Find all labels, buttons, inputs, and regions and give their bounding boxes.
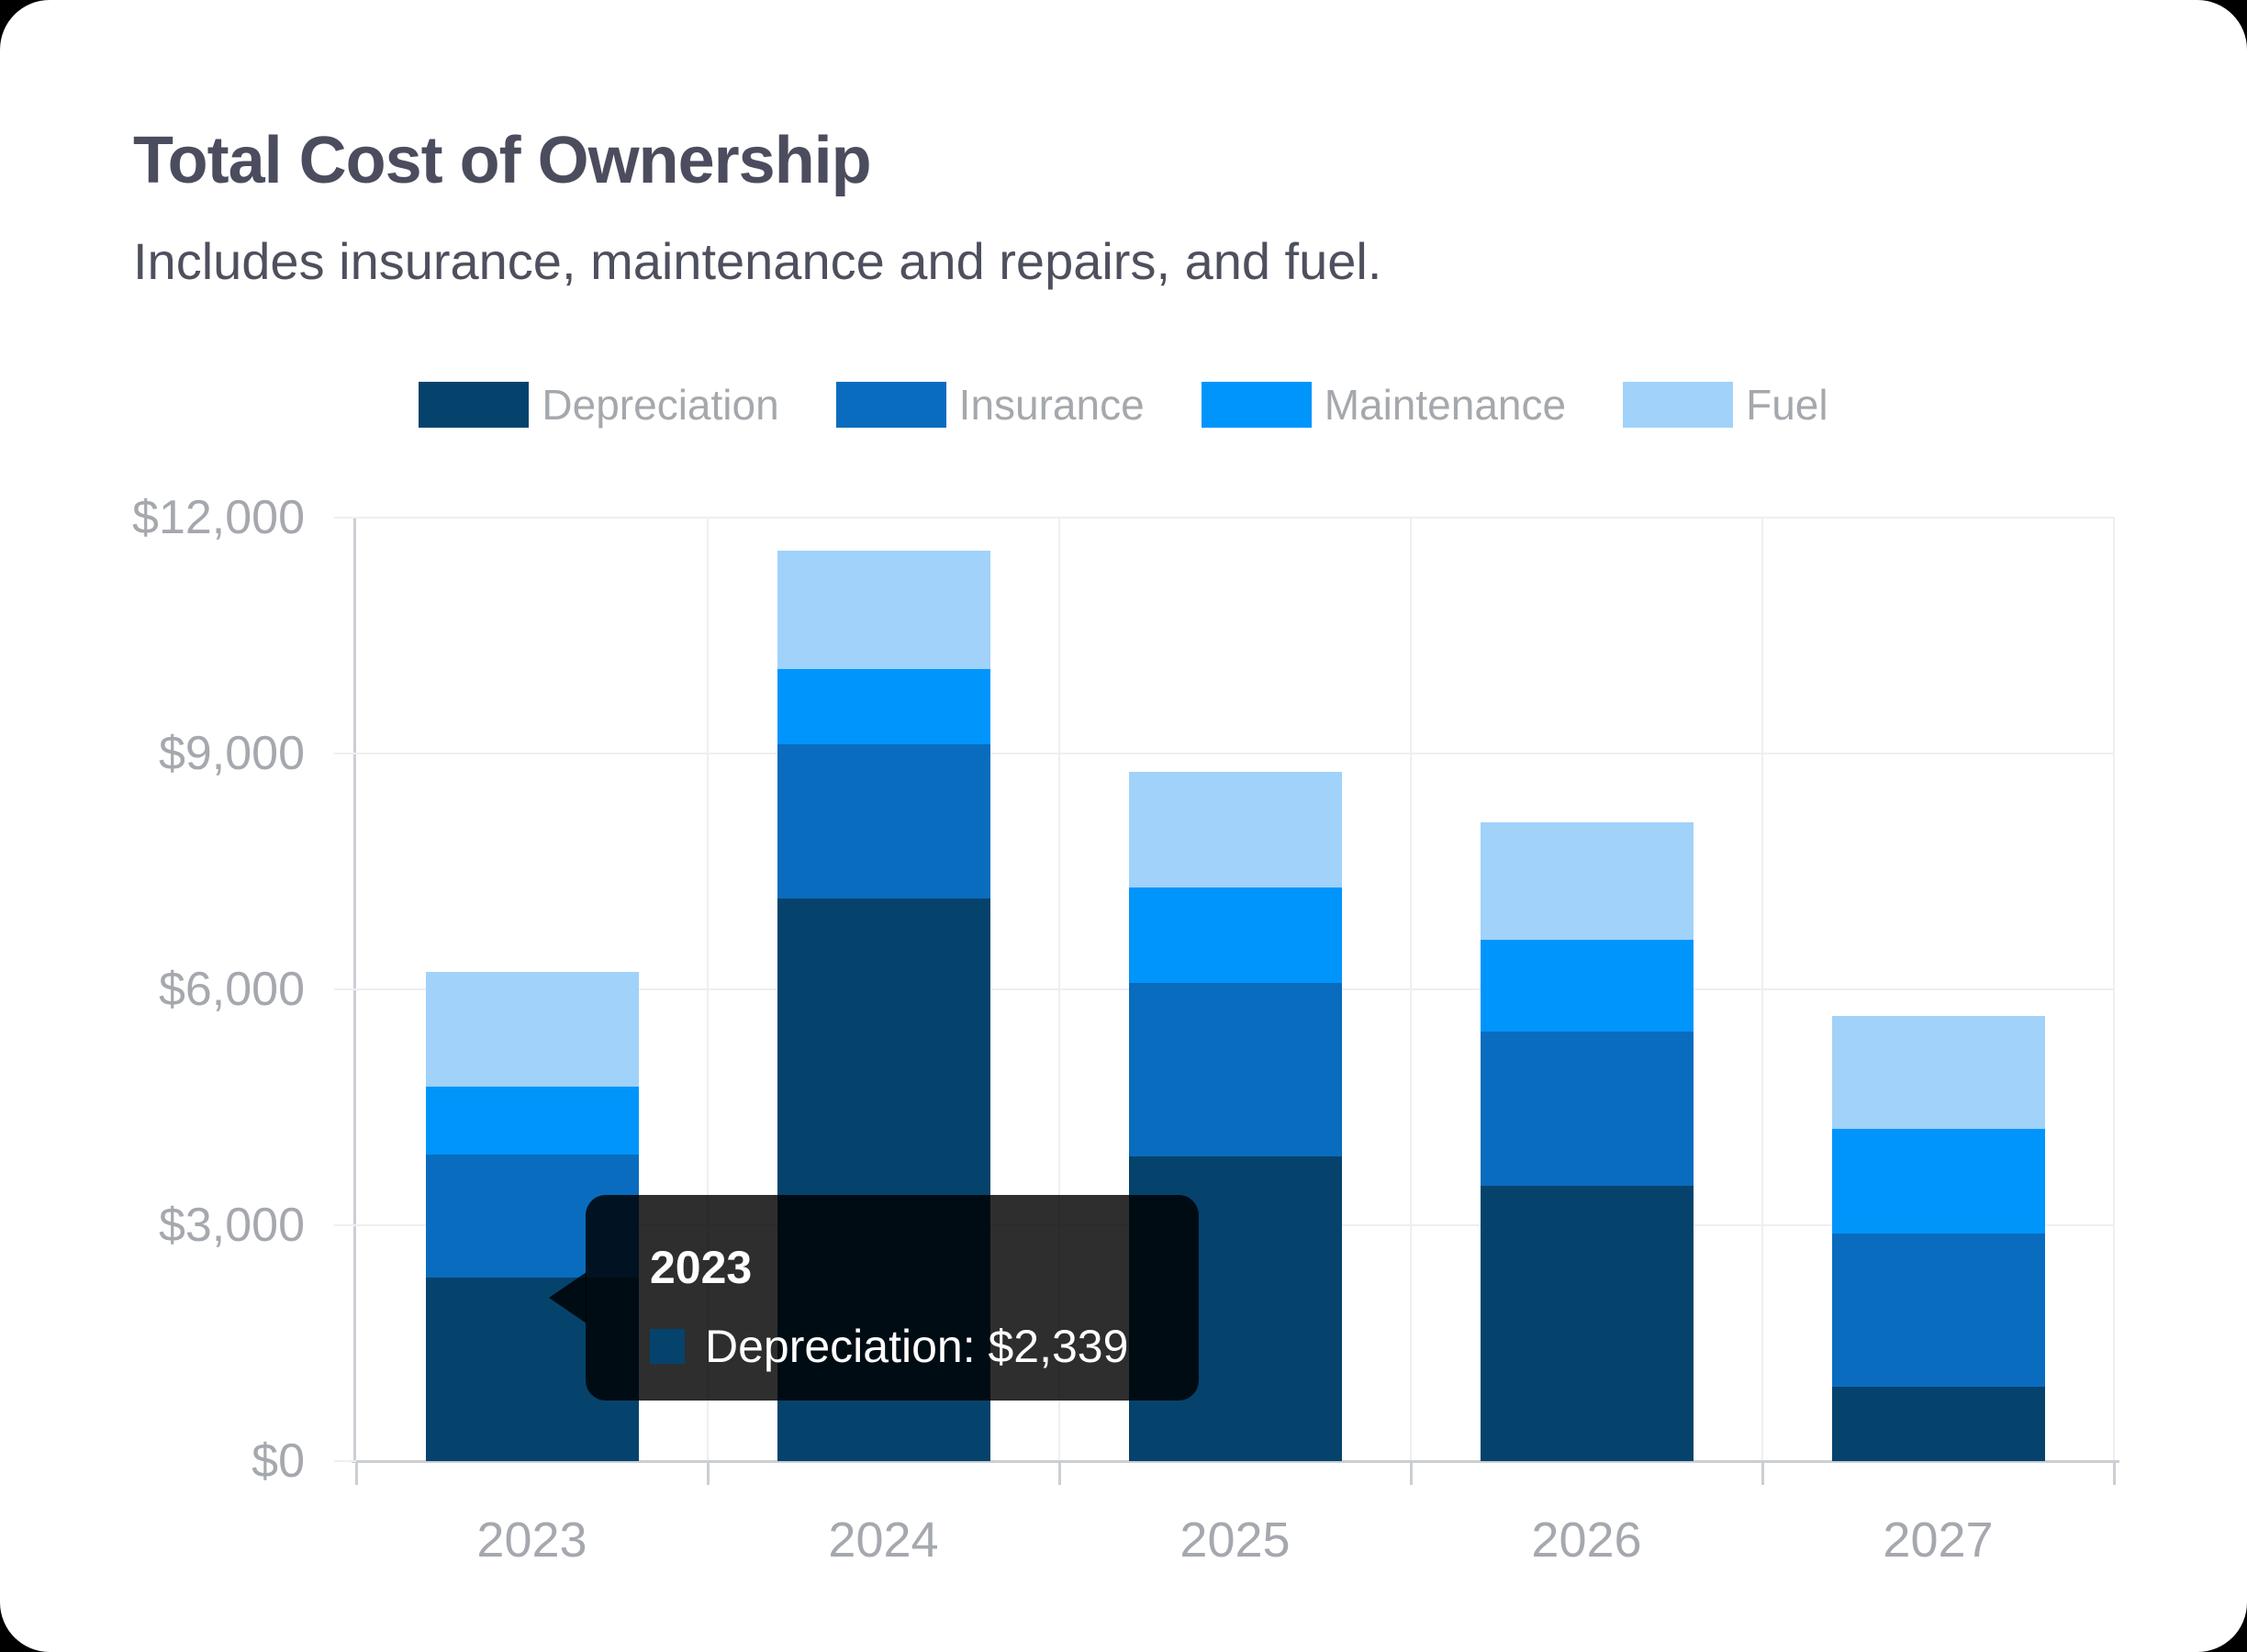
x-axis-tick [1761,1462,1764,1485]
v-gridline [1761,518,1763,1461]
legend-label: Insurance [958,381,1145,429]
x-axis-line [352,1460,2119,1463]
bar-segment-fuel-2026[interactable] [1480,822,1694,941]
x-axis-tick [1410,1462,1413,1485]
v-gridline [707,518,709,1461]
x-axis-label: 2023 [476,1512,587,1568]
tooltip-row: Depreciation: $2,339 [650,1320,1199,1373]
y-axis-tick [334,517,356,519]
bar-segment-maintenance-2026[interactable] [1480,940,1694,1032]
insurance-swatch-icon [835,382,946,428]
bar-segment-insurance-2027[interactable] [1831,1233,2045,1387]
legend-item-depreciation[interactable]: Depreciation [419,380,779,430]
maintenance-swatch-icon [1201,382,1312,428]
bar-segment-insurance-2025[interactable] [1128,983,1342,1156]
x-axis-tick [707,1462,710,1485]
bar-segment-maintenance-2023[interactable] [425,1087,639,1155]
bar-segment-maintenance-2027[interactable] [1831,1129,2045,1233]
y-axis-label: $12,000 [132,491,305,544]
bar-segment-insurance-2026[interactable] [1480,1032,1694,1187]
y-axis-label: $9,000 [158,727,305,780]
legend-label: Depreciation [542,381,779,429]
v-gridline [1058,518,1060,1461]
h-gridline [356,517,2114,519]
v-gridline [2113,518,2115,1461]
bar-segment-fuel-2023[interactable] [425,972,639,1088]
v-gridline [1410,518,1412,1461]
y-axis-label: $6,000 [158,963,305,1016]
y-axis-label: $3,000 [158,1199,305,1252]
bar-segment-maintenance-2025[interactable] [1128,887,1342,984]
x-axis-label: 2024 [828,1512,939,1568]
bar-segment-fuel-2025[interactable] [1128,771,1342,887]
legend-item-maintenance[interactable]: Maintenance [1201,380,1567,430]
tooltip-value-text: Depreciation: $2,339 [705,1321,1129,1372]
tooltip-arrow [549,1272,587,1323]
x-axis-label: 2027 [1883,1512,1994,1568]
bar-segment-fuel-2024[interactable] [777,550,990,670]
legend-item-insurance[interactable]: Insurance [835,380,1145,430]
legend-label: Maintenance [1324,381,1567,429]
h-gridline [356,753,2114,754]
x-axis-label: 2025 [1179,1512,1291,1568]
y-axis-tick [334,1224,356,1226]
bar-segment-insurance-2024[interactable] [777,743,990,899]
tooltip-title: 2023 [650,1242,753,1293]
x-axis-tick [2113,1462,2116,1485]
tooltip-series-swatch-icon [650,1329,685,1364]
bar-segment-fuel-2027[interactable] [1831,1016,2045,1130]
fuel-swatch-icon [1623,382,1734,428]
y-axis-tick [334,753,356,754]
x-axis-label: 2026 [1531,1512,1642,1568]
legend-label: Fuel [1746,381,1828,429]
legend: Depreciation Insurance Maintenance Fuel [0,380,2247,430]
y-axis-label: $0 [252,1434,305,1488]
depreciation-swatch-icon [419,382,530,428]
x-axis-tick [1058,1462,1061,1485]
y-axis-tick [334,988,356,990]
x-axis-tick [355,1462,358,1485]
page-subtitle: Includes insurance, maintenance and repa… [133,232,1382,290]
bar-segment-maintenance-2024[interactable] [777,669,990,744]
page-title: Total Cost of Ownership [133,124,872,197]
y-axis-tick [334,1460,356,1462]
tooltip: 2023 Depreciation: $2,339 [549,1195,1199,1401]
bar-segment-depreciation-2026[interactable] [1480,1186,1694,1461]
bar-segment-depreciation-2027[interactable] [1831,1386,2045,1461]
legend-item-fuel[interactable]: Fuel [1623,380,1828,430]
